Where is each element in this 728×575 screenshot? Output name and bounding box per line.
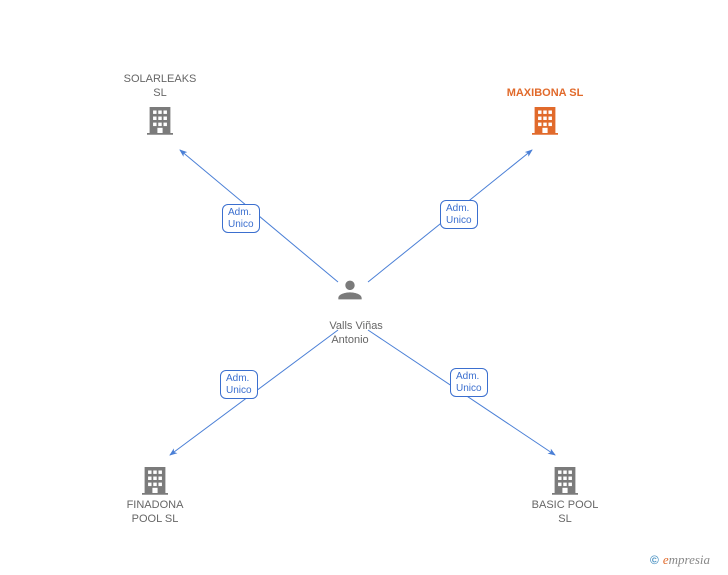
company-label-line2: SL	[153, 87, 166, 99]
company-label-maxibona: MAXIBONA SL	[490, 87, 600, 101]
company-label-line1: BASIC POOL	[532, 499, 599, 511]
diagram-canvas: Adm.UnicoAdm.UnicoAdm.UnicoAdm.Unico SOL…	[0, 0, 728, 575]
edge-label-line2: Unico	[226, 385, 252, 396]
copyright-symbol: ©	[650, 553, 659, 567]
person-label: Valls ViñasAntonio	[310, 306, 390, 361]
company-node-solarleaks	[147, 105, 173, 140]
company-node-maxibona	[532, 105, 558, 140]
company-label-line1: SOLARLEAKS	[124, 73, 197, 85]
edge-label-line1: Adm.	[456, 371, 479, 382]
company-node-finadona	[142, 465, 168, 500]
building-icon	[552, 465, 578, 495]
company-label-line1: MAXIBONA SL	[507, 87, 584, 99]
edge-label-person-basicpool: Adm.Unico	[450, 368, 488, 397]
building-icon	[147, 105, 173, 135]
company-label-solarleaks: SOLARLEAKS SL	[105, 73, 215, 101]
company-label-line2: POOL SL	[132, 513, 179, 525]
edge-label-line2: Unico	[228, 219, 254, 230]
edge-label-person-finadona: Adm.Unico	[220, 370, 258, 399]
watermark: ©empresia	[650, 552, 710, 568]
building-icon	[532, 105, 558, 135]
building-icon	[142, 465, 168, 495]
person-node	[336, 276, 364, 309]
person-icon	[336, 276, 364, 304]
company-label-line2: SL	[558, 513, 571, 525]
company-label-basicpool: BASIC POOL SL	[510, 499, 620, 527]
company-node-basicpool	[552, 465, 578, 500]
company-label-line1: FINADONA	[127, 499, 184, 511]
edge-label-line2: Unico	[456, 383, 482, 394]
edge-label-line1: Adm.	[446, 203, 469, 214]
company-label-finadona: FINADONA POOL SL	[100, 499, 210, 527]
edge-label-line1: Adm.	[226, 373, 249, 384]
edge-label-person-maxibona: Adm.Unico	[440, 200, 478, 229]
watermark-rest: mpresia	[669, 552, 710, 567]
edge-label-person-solarleaks: Adm.Unico	[222, 204, 260, 233]
edge-label-line2: Unico	[446, 215, 472, 226]
edge-label-line1: Adm.	[228, 207, 251, 218]
